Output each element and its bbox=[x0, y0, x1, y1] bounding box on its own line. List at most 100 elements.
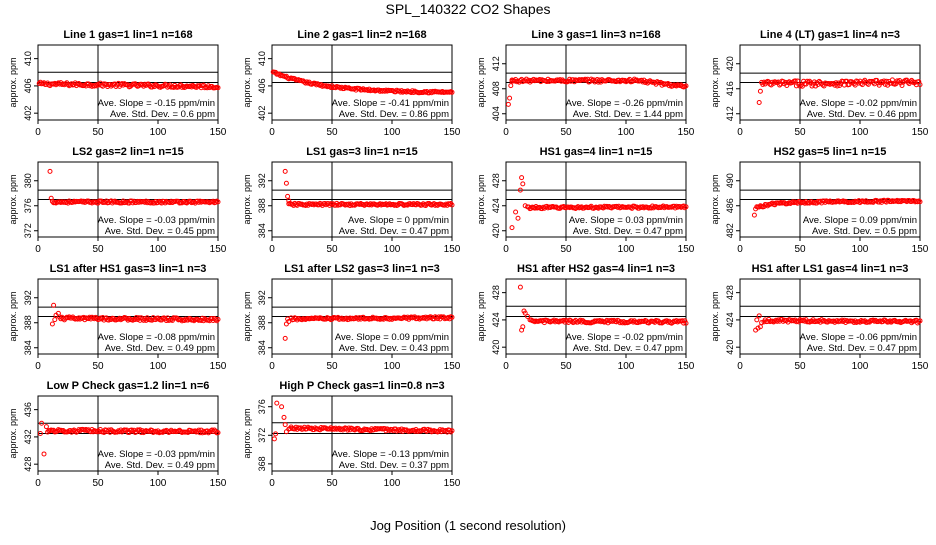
data-point bbox=[759, 320, 765, 326]
x-tick-label: 150 bbox=[444, 478, 461, 489]
std-dev-annotation: Ave. Std. Dev. = 0.47 ppm bbox=[339, 226, 449, 237]
y-tick-label: 402 bbox=[257, 106, 267, 121]
x-tick-label: 0 bbox=[269, 127, 275, 138]
data-point bbox=[215, 85, 221, 91]
chart-panel: Low P Check gas=1.2 lin=1 n=6 0 50 100 150 42… bbox=[8, 380, 227, 489]
x-tick-label: 150 bbox=[678, 361, 695, 372]
y-tick-label: 412 bbox=[491, 56, 501, 71]
y-axis-label: approx. ppm bbox=[476, 174, 486, 224]
std-dev-annotation: Ave. Std. Dev. = 0.6 ppm bbox=[110, 109, 215, 120]
y-tick-label: 406 bbox=[257, 78, 267, 93]
data-point bbox=[879, 79, 885, 85]
data-point bbox=[508, 83, 514, 89]
x-tick-label: 150 bbox=[912, 244, 929, 255]
std-dev-annotation: Ave. Std. Dev. = 0.49 ppm bbox=[105, 343, 215, 354]
x-tick-label: 50 bbox=[794, 244, 806, 255]
chart-panel: HS2 gas=5 lin=1 n=15 0 50 100 150 482 486 490 ap… bbox=[710, 146, 929, 255]
x-tick-label: 50 bbox=[326, 244, 338, 255]
chart-panel: HS1 gas=4 lin=1 n=15 0 50 100 150 420 424 428 ap… bbox=[476, 146, 695, 255]
chart-panel: Line 4 (LT) gas=1 lin=4 n=3 0 50 100 150 412 4… bbox=[710, 29, 929, 138]
data-point bbox=[631, 76, 637, 82]
data-point bbox=[211, 427, 217, 433]
data-point bbox=[103, 427, 109, 433]
panel-title: HS2 gas=5 lin=1 n=15 bbox=[774, 146, 887, 158]
data-point bbox=[682, 205, 688, 211]
x-tick-label: 0 bbox=[503, 244, 509, 255]
x-tick-label: 50 bbox=[92, 361, 104, 372]
data-point bbox=[683, 83, 689, 89]
x-tick-label: 100 bbox=[618, 361, 635, 372]
data-point bbox=[751, 212, 757, 218]
data-point bbox=[282, 335, 288, 341]
slope-annotation: Ave. Slope = 0.03 ppm/min bbox=[569, 215, 683, 226]
slope-annotation: Ave. Slope = -0.02 ppm/min bbox=[800, 98, 917, 109]
data-point bbox=[213, 199, 219, 205]
slope-annotation: Ave. Slope = 0.09 ppm/min bbox=[803, 215, 917, 226]
x-tick-label: 150 bbox=[210, 361, 227, 372]
x-tick-label: 100 bbox=[852, 361, 869, 372]
x-tick-label: 100 bbox=[150, 478, 167, 489]
panel-title: Line 1 gas=1 lin=1 n=168 bbox=[63, 29, 192, 41]
data-point bbox=[520, 79, 526, 85]
x-tick-label: 0 bbox=[737, 127, 743, 138]
data-point bbox=[215, 199, 221, 205]
panel-title: Line 4 (LT) gas=1 lin=4 n=3 bbox=[760, 29, 900, 41]
y-tick-label: 420 bbox=[725, 56, 735, 71]
data-point bbox=[507, 95, 513, 101]
x-tick-label: 50 bbox=[794, 361, 806, 372]
y-axis-label: approx. ppm bbox=[242, 57, 252, 107]
figure-title: SPL_140322 CO2 Shapes bbox=[385, 1, 551, 17]
data-point bbox=[859, 82, 865, 88]
panel-title: HS1 after HS2 gas=4 lin=1 n=3 bbox=[517, 263, 675, 275]
y-axis-label: approx. ppm bbox=[710, 174, 720, 224]
y-axis-label: approx. ppm bbox=[242, 174, 252, 224]
y-tick-label: 424 bbox=[491, 312, 501, 327]
y-tick-label: 486 bbox=[725, 198, 735, 213]
panel-title: HS1 after LS1 gas=4 lin=1 n=3 bbox=[752, 263, 909, 275]
x-axis-label: Jog Position (1 second resolution) bbox=[370, 518, 566, 533]
y-axis-label: approx. ppm bbox=[242, 291, 252, 341]
y-axis-label: approx. ppm bbox=[476, 291, 486, 341]
data-point bbox=[282, 168, 288, 174]
data-point bbox=[129, 427, 135, 433]
x-tick-label: 150 bbox=[210, 244, 227, 255]
panel-title: High P Check gas=1 lin=0.8 n=3 bbox=[279, 380, 444, 392]
x-tick-label: 0 bbox=[503, 127, 509, 138]
y-tick-label: 424 bbox=[725, 312, 735, 327]
panel-title: LS2 gas=2 lin=1 n=15 bbox=[72, 146, 184, 158]
x-tick-label: 150 bbox=[678, 127, 695, 138]
y-tick-label: 380 bbox=[23, 173, 33, 188]
data-point bbox=[792, 78, 798, 84]
data-point bbox=[910, 79, 916, 85]
data-point bbox=[213, 317, 219, 323]
data-point bbox=[851, 81, 857, 87]
y-axis-label: approx. ppm bbox=[8, 291, 18, 341]
data-point bbox=[517, 284, 523, 290]
std-dev-annotation: Ave. Std. Dev. = 0.37 ppm bbox=[339, 460, 449, 471]
data-point bbox=[834, 83, 840, 89]
y-tick-label: 388 bbox=[257, 198, 267, 213]
data-point bbox=[832, 82, 838, 88]
std-dev-annotation: Ave. Std. Dev. = 0.43 ppm bbox=[339, 343, 449, 354]
data-point bbox=[520, 181, 526, 187]
data-point bbox=[756, 313, 762, 319]
data-point bbox=[49, 321, 55, 327]
y-tick-label: 428 bbox=[491, 285, 501, 300]
data-point bbox=[215, 316, 221, 322]
x-tick-label: 0 bbox=[737, 361, 743, 372]
y-tick-label: 384 bbox=[257, 340, 267, 355]
y-tick-label: 408 bbox=[491, 81, 501, 96]
y-tick-label: 376 bbox=[23, 198, 33, 213]
y-tick-label: 372 bbox=[257, 428, 267, 443]
slope-annotation: Ave. Slope = 0.09 ppm/min bbox=[335, 332, 449, 343]
data-point bbox=[39, 420, 45, 426]
y-tick-label: 420 bbox=[491, 223, 501, 238]
x-tick-label: 150 bbox=[210, 478, 227, 489]
data-point bbox=[196, 427, 202, 433]
panel-title: Low P Check gas=1.2 lin=1 n=6 bbox=[47, 380, 210, 392]
x-tick-label: 50 bbox=[326, 127, 338, 138]
x-tick-label: 150 bbox=[912, 361, 929, 372]
panel-title: LS1 gas=3 lin=1 n=15 bbox=[306, 146, 418, 158]
y-axis-label: approx. ppm bbox=[8, 57, 18, 107]
data-point bbox=[283, 180, 289, 186]
